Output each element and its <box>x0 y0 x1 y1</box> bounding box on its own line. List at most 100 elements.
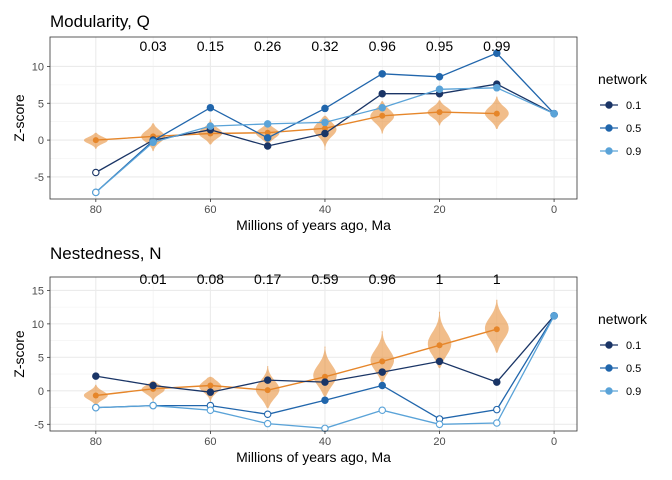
legend-title: network <box>598 71 648 87</box>
legend-key-point <box>605 387 613 395</box>
series-point-0.9 <box>550 109 558 118</box>
null-violin <box>427 311 452 369</box>
series-point-0.1 <box>263 142 272 150</box>
series-point-0.5 <box>263 134 272 142</box>
series-point-0.9 <box>435 420 444 429</box>
p-value-annotation: 0.08 <box>197 271 224 287</box>
null-violin <box>255 366 280 409</box>
legend-key-point <box>605 124 613 132</box>
legend-label: 0.1 <box>626 340 641 352</box>
series-point-0.9 <box>206 122 215 130</box>
series-point-0.9 <box>321 118 329 127</box>
series-point-0.9 <box>92 188 100 197</box>
null-median-point <box>379 358 386 365</box>
series-point-0.9 <box>550 312 558 320</box>
legend-key-point <box>605 364 613 372</box>
legend-label: 0.9 <box>626 386 641 398</box>
y-tick-label: 0 <box>38 386 44 398</box>
series-point-0.1 <box>493 378 501 386</box>
x-tick-label: 0 <box>551 436 557 448</box>
legend: network 0.1 0.5 0.9 <box>598 71 648 158</box>
legend-key-point <box>605 341 613 349</box>
y-tick-label: 5 <box>38 352 44 364</box>
p-value-annotation: 0.95 <box>426 38 453 54</box>
x-tick-label: 80 <box>90 204 102 216</box>
null-median-point <box>321 125 328 132</box>
series-point-0.5 <box>378 381 386 390</box>
null-violin <box>313 346 337 397</box>
x-axis-label: Millions of years ago, Ma <box>236 217 391 233</box>
p-value-annotation: 0.01 <box>139 271 166 287</box>
series-point-0.1 <box>321 378 329 386</box>
p-value-annotation: 0.17 <box>254 271 281 287</box>
p-value-annotation: 0.15 <box>197 38 224 54</box>
series-point-0.1 <box>206 388 215 396</box>
y-tick-label: -5 <box>34 172 44 184</box>
series-point-0.9 <box>149 401 157 410</box>
series-point-0.9 <box>378 406 386 414</box>
legend-label: 0.5 <box>626 363 641 375</box>
series-point-0.5 <box>321 396 329 404</box>
legend: network 0.1 0.5 0.9 <box>598 311 648 398</box>
series-point-0.1 <box>92 168 100 177</box>
null-median-point <box>321 373 328 380</box>
series-point-0.9 <box>321 424 329 433</box>
series-point-0.1 <box>263 376 272 384</box>
series-point-0.9 <box>493 84 501 92</box>
series-point-0.1 <box>378 368 386 376</box>
series-point-0.5 <box>493 49 501 57</box>
series-point-0.5 <box>263 410 272 419</box>
panel-title: Nestedness, N <box>50 244 162 263</box>
series-point-0.5 <box>378 70 386 78</box>
p-value-annotation: 1 <box>493 271 501 287</box>
x-tick-label: 40 <box>319 204 331 216</box>
series-point-0.5 <box>493 405 501 414</box>
y-tick-label: -5 <box>34 419 44 431</box>
y-tick-label: 0 <box>38 135 44 147</box>
x-tick-label: 60 <box>204 436 216 448</box>
series-point-0.9 <box>206 406 215 414</box>
series-point-0.5 <box>206 103 215 112</box>
null-median-point <box>493 326 500 333</box>
plot-area <box>50 277 577 431</box>
y-tick-label: 10 <box>32 319 44 331</box>
p-value-annotation: 0.26 <box>254 38 281 54</box>
x-tick-label: 0 <box>551 204 557 216</box>
p-value-annotation: 0.03 <box>139 38 166 54</box>
null-violin <box>370 331 394 383</box>
series-point-0.9 <box>493 419 501 427</box>
x-tick-label: 40 <box>319 436 331 448</box>
p-value-annotation: 0.96 <box>369 271 396 287</box>
series-point-0.9 <box>149 138 157 147</box>
p-value-annotation: 0.96 <box>369 38 396 54</box>
legend-label: 0.9 <box>626 146 641 158</box>
x-axis-label: Millions of years ago, Ma <box>236 449 391 465</box>
null-median-point <box>493 110 500 117</box>
y-tick-label: 10 <box>32 61 44 73</box>
panel-title: Modularity, Q <box>50 12 150 31</box>
series-point-0.1 <box>378 89 386 98</box>
legend-label: 0.1 <box>626 100 641 112</box>
null-median-point <box>264 387 271 394</box>
p-value-annotation: 0.59 <box>311 271 338 287</box>
series-point-0.5 <box>435 73 444 81</box>
legend-key-point <box>605 101 613 109</box>
series-point-0.9 <box>263 120 272 128</box>
series-point-0.9 <box>263 419 272 428</box>
null-median-point <box>92 137 99 144</box>
series-point-0.1 <box>92 372 100 380</box>
legend-title: network <box>598 311 648 327</box>
x-tick-label: 60 <box>204 204 216 216</box>
series-point-0.5 <box>321 104 329 113</box>
null-median-point <box>436 109 443 116</box>
x-tick-label: 80 <box>90 436 102 448</box>
chart-panel-1: 80 60 40 20 0 -5 0 5 10 0.03 0.15 0.26 0.32 0.96 0.95 0… <box>11 12 648 233</box>
p-value-annotation: 1 <box>436 271 444 287</box>
series-point-0.1 <box>149 381 157 390</box>
plot-border <box>49 276 578 432</box>
null-median-point <box>379 112 386 119</box>
x-tick-label: 20 <box>433 436 445 448</box>
y-tick-label: 15 <box>32 285 44 297</box>
x-tick-label: 20 <box>433 204 445 216</box>
